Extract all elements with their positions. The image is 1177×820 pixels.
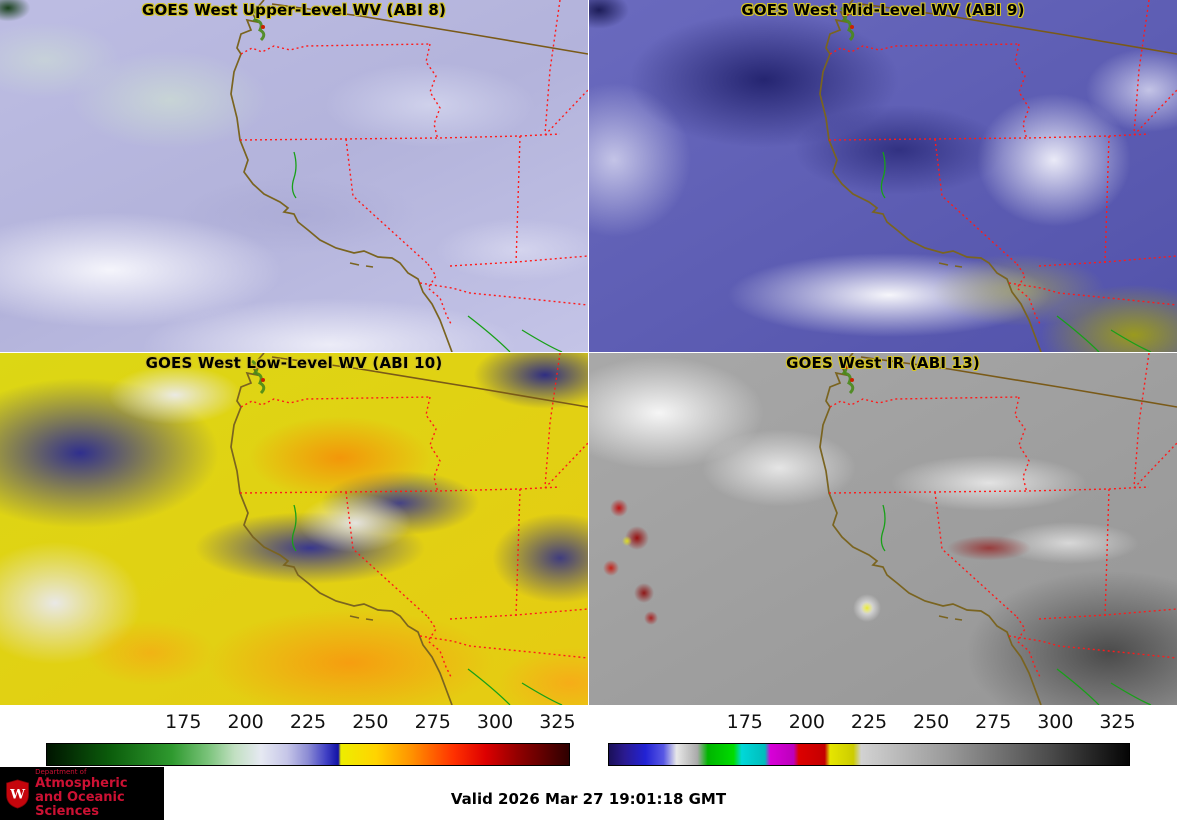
uw-crest-letter: W [9, 786, 26, 802]
valid-timestamp: Valid 2026 Mar 27 19:01:18 GMT [450, 790, 727, 808]
panel-title-abi9: GOES West Mid-Level WV (ABI 9) [741, 1, 1025, 19]
panel-title-abi8: GOES West Upper-Level WV (ABI 8) [141, 1, 447, 19]
map-overlay [818, 353, 1177, 705]
colorbar-tick: 275 [975, 711, 1012, 733]
map-overlay [229, 353, 588, 705]
panel-title-abi10: GOES West Low-Level WV (ABI 10) [145, 354, 443, 372]
map-overlay [818, 0, 1177, 352]
panel-mid-level-wv: GOES West Mid-Level WV (ABI 9) [589, 0, 1177, 352]
logo-atmospheric-line: Atmospheric [35, 776, 128, 792]
panel-ir: GOES West IR (ABI 13) [589, 353, 1177, 705]
aos-logo-text: Department of Atmospheric and Oceanic Sc… [35, 767, 159, 819]
ir-colorbar: 175 200 225 250 275 300 325 [608, 705, 1136, 767]
ir-colorbar-ticks: 175 200 225 250 275 300 325 [608, 709, 1136, 737]
uw-crest-icon: W [6, 778, 29, 809]
ir-colorbar-gradient [608, 743, 1130, 766]
colorbar-tick: 175 [726, 711, 763, 733]
colorbar-tick: 225 [850, 711, 888, 733]
colorbar-tick: 275 [414, 711, 451, 733]
colorbar-tick: 200 [788, 711, 826, 733]
colorbar-tick: 225 [289, 711, 327, 733]
logo-department-line: Department of [35, 767, 87, 776]
logo-oceanic-line: and Oceanic Sciences [35, 789, 125, 819]
aos-logo: W Department of Atmospheric and Oceanic … [0, 767, 164, 820]
wv-colorbar: 175 200 225 250 275 300 325 [46, 705, 576, 767]
colorbar-tick: 250 [352, 711, 389, 733]
colorbar-tick: 300 [476, 711, 514, 733]
wv-colorbar-ticks: 175 200 225 250 275 300 325 [46, 709, 575, 737]
colorbar-tick: 250 [912, 711, 950, 733]
colorbar-tick: 325 [1099, 711, 1136, 733]
panel-low-level-wv: GOES West Low-Level WV (ABI 10) [0, 353, 588, 705]
colorbar-tick: 200 [227, 711, 264, 733]
footer-strip: 175 200 225 250 275 300 325 175 200 225 … [0, 705, 1177, 820]
colorbar-tick: 300 [1037, 711, 1074, 733]
panel-title-abi13: GOES West IR (ABI 13) [786, 354, 980, 372]
colorbar-tick: 175 [165, 711, 202, 733]
map-overlay [229, 0, 588, 352]
panel-upper-level-wv: GOES West Upper-Level WV (ABI 8) [0, 0, 588, 352]
wv-colorbar-gradient [46, 743, 570, 766]
colorbar-tick: 325 [539, 711, 576, 733]
